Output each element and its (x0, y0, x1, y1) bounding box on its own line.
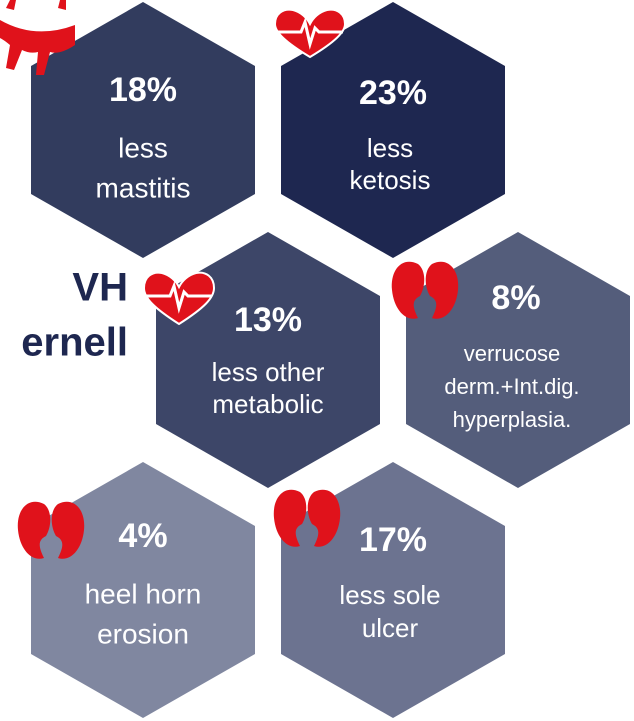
hoof-icon (391, 261, 459, 319)
hexagon (281, 2, 505, 258)
stat-label: hyperplasia. (453, 407, 572, 432)
stat-label: less (118, 132, 168, 163)
stat-label: ketosis (350, 165, 431, 195)
heart-icon (142, 271, 216, 326)
stat-label: less other (212, 357, 325, 387)
stat-value: 17% (359, 521, 427, 559)
stat-label: less sole (339, 580, 440, 610)
side-text: VH (72, 266, 128, 310)
stat-label: ulcer (362, 613, 419, 643)
stat-label: verrucose (464, 341, 561, 366)
heart-icon (273, 8, 347, 59)
stat-label: heel horn (85, 578, 202, 609)
hoof-icon (17, 501, 85, 559)
stat-value: 13% (234, 301, 302, 339)
stat-label: metabolic (212, 389, 323, 419)
stat-value: 8% (491, 279, 540, 317)
stat-label: derm.+Int.dig. (444, 374, 579, 399)
udder-icon (0, 0, 75, 75)
icons (0, 0, 459, 559)
stat-label: less (367, 133, 413, 163)
stat-value: 4% (118, 517, 167, 555)
hexagon (31, 462, 255, 718)
hexagon (31, 2, 255, 258)
hexagon (406, 232, 630, 488)
stat-label: mastitis (96, 172, 191, 203)
stat-value: 18% (109, 71, 177, 109)
stat-value: 23% (359, 74, 427, 112)
side-text: ernell (21, 321, 128, 365)
hoof-icon (273, 489, 341, 547)
stat-label: erosion (97, 618, 189, 649)
